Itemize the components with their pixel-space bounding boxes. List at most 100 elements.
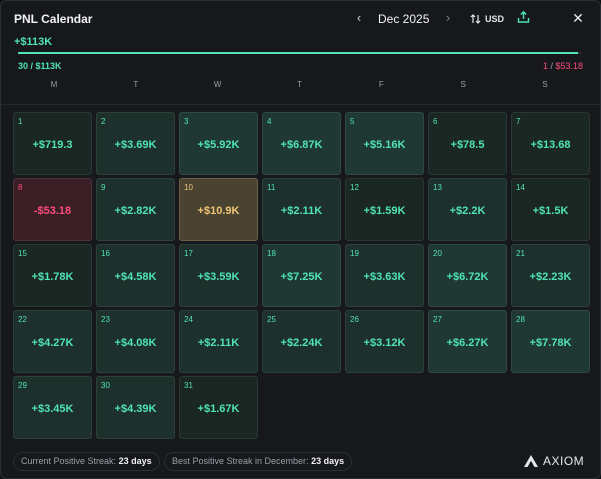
- day-number: 24: [184, 315, 193, 324]
- day-pnl-value: +$2.82K: [114, 205, 157, 217]
- currency-toggle-button[interactable]: USD: [470, 11, 504, 27]
- day-number: 17: [184, 249, 193, 258]
- day-cell[interactable]: 20 +$6.72K: [428, 244, 507, 307]
- day-number: 30: [101, 381, 110, 390]
- day-pnl-value: +$1.78K: [31, 271, 74, 283]
- day-pnl-value: +$78.5: [450, 139, 485, 151]
- day-cell[interactable]: 25 +$2.24K: [262, 310, 341, 373]
- day-cell[interactable]: 29 +$3.45K: [13, 376, 92, 439]
- day-number: 19: [350, 249, 359, 258]
- currency-label: USD: [485, 14, 505, 24]
- day-cell[interactable]: 31 +$1.67K: [179, 376, 258, 439]
- day-pnl-value: +$2.24K: [280, 337, 323, 349]
- day-pnl-value: +$719.3: [32, 139, 73, 151]
- day-cell[interactable]: 18 +$7.25K: [262, 244, 341, 307]
- day-number: 7: [516, 117, 521, 126]
- day-cell[interactable]: 23 +$4.08K: [96, 310, 175, 373]
- day-number: 29: [18, 381, 27, 390]
- day-number: 28: [516, 315, 525, 324]
- day-cell[interactable]: 22 +$4.27K: [13, 310, 92, 373]
- day-cell[interactable]: 28 +$7.78K: [511, 310, 590, 373]
- day-pnl-value: +$2.11K: [280, 205, 323, 217]
- win-progress-fill: [18, 52, 579, 54]
- weekday-label: S: [460, 80, 466, 89]
- share-button[interactable]: [517, 10, 531, 26]
- day-cell[interactable]: 30 +$4.39K: [96, 376, 175, 439]
- day-pnl-value: +$4.08K: [114, 337, 157, 349]
- day-number: 23: [101, 315, 110, 324]
- day-cell[interactable]: 14 +$1.5K: [511, 178, 590, 241]
- day-number: 14: [516, 183, 525, 192]
- day-pnl-value: +$2.2K: [449, 205, 486, 217]
- loss-stat: 1 / $53.18: [542, 61, 583, 71]
- day-pnl-value: +$3.45K: [31, 403, 74, 415]
- day-cell[interactable]: 3 +$5.92K: [179, 112, 258, 175]
- day-cell[interactable]: 7 +$13.68: [511, 112, 590, 175]
- share-upload-icon: [517, 10, 530, 23]
- day-cell[interactable]: 10 +$10.9K: [179, 178, 258, 241]
- day-number: 8: [18, 183, 23, 192]
- day-pnl-value: +$4.27K: [31, 337, 74, 349]
- day-pnl-value: +$7.78K: [529, 337, 572, 349]
- day-number: 12: [350, 183, 359, 192]
- day-number: 4: [267, 117, 272, 126]
- total-pnl: +$113K: [14, 36, 53, 48]
- chevron-right-icon: ›: [445, 10, 451, 25]
- day-cell[interactable]: 2 +$3.69K: [96, 112, 175, 175]
- day-cell[interactable]: 16 +$4.58K: [96, 244, 175, 307]
- day-cell[interactable]: 19 +$3.63K: [345, 244, 424, 307]
- day-number: 10: [184, 183, 193, 192]
- day-pnl-value: +$7.25K: [280, 271, 323, 283]
- day-number: 25: [267, 315, 276, 324]
- weekday-label: W: [213, 80, 222, 89]
- day-cell[interactable]: 17 +$3.59K: [179, 244, 258, 307]
- day-pnl-value: +$2.11K: [197, 337, 240, 349]
- weekday-label: T: [297, 80, 302, 89]
- weekday-label: S: [542, 80, 548, 89]
- day-number: 27: [433, 315, 442, 324]
- day-cell[interactable]: 5 +$5.16K: [345, 112, 424, 175]
- day-cell[interactable]: 4 +$6.87K: [262, 112, 341, 175]
- win-total: $113K: [35, 61, 62, 71]
- day-cell[interactable]: 13 +$2.2K: [428, 178, 507, 241]
- day-pnl-value: +$10.9K: [197, 205, 240, 217]
- day-pnl-value: +$5.92K: [197, 139, 240, 151]
- brand-logo: AXIOM: [524, 453, 584, 469]
- day-pnl-value: +$3.59K: [197, 271, 240, 283]
- day-cell[interactable]: 21 +$2.23K: [511, 244, 590, 307]
- day-cell[interactable]: 26 +$3.12K: [345, 310, 424, 373]
- day-cell[interactable]: 8 -$53.18: [13, 178, 92, 241]
- day-pnl-value: +$6.72K: [446, 271, 489, 283]
- day-number: 16: [101, 249, 110, 258]
- day-cell[interactable]: 11 +$2.11K: [262, 178, 341, 241]
- day-number: 22: [18, 315, 27, 324]
- close-button[interactable]: ✕: [571, 10, 585, 26]
- loss-count: 1: [542, 61, 548, 71]
- day-number: 21: [516, 249, 525, 258]
- sort-arrows-icon: [470, 14, 481, 24]
- loss-total: $53.18: [555, 61, 583, 71]
- day-cell[interactable]: 24 +$2.11K: [179, 310, 258, 373]
- day-number: 5: [350, 117, 355, 126]
- day-number: 11: [267, 183, 276, 192]
- day-cell[interactable]: 1 +$719.3: [13, 112, 92, 175]
- next-month-button[interactable]: ›: [441, 10, 455, 26]
- day-cell[interactable]: 27 +$6.27K: [428, 310, 507, 373]
- day-pnl-value: +$6.27K: [446, 337, 489, 349]
- day-cell[interactable]: 15 +$1.78K: [13, 244, 92, 307]
- day-pnl-value: +$1.59K: [363, 205, 406, 217]
- panel-title: PNL Calendar: [14, 12, 93, 26]
- day-cell[interactable]: 9 +$2.82K: [96, 178, 175, 241]
- day-pnl-value: +$1.67K: [197, 403, 240, 415]
- day-number: 9: [101, 183, 106, 192]
- day-number: 2: [101, 117, 106, 126]
- day-cell[interactable]: 12 +$1.59K: [345, 178, 424, 241]
- current-streak-label: Current Positive Streak:: [21, 456, 117, 466]
- prev-month-button[interactable]: ‹: [352, 10, 366, 26]
- win-count: 30: [18, 61, 29, 71]
- day-pnl-value: +$4.39K: [114, 403, 157, 415]
- day-cell[interactable]: 6 +$78.5: [428, 112, 507, 175]
- divider: [1, 104, 600, 105]
- day-number: 31: [184, 381, 193, 390]
